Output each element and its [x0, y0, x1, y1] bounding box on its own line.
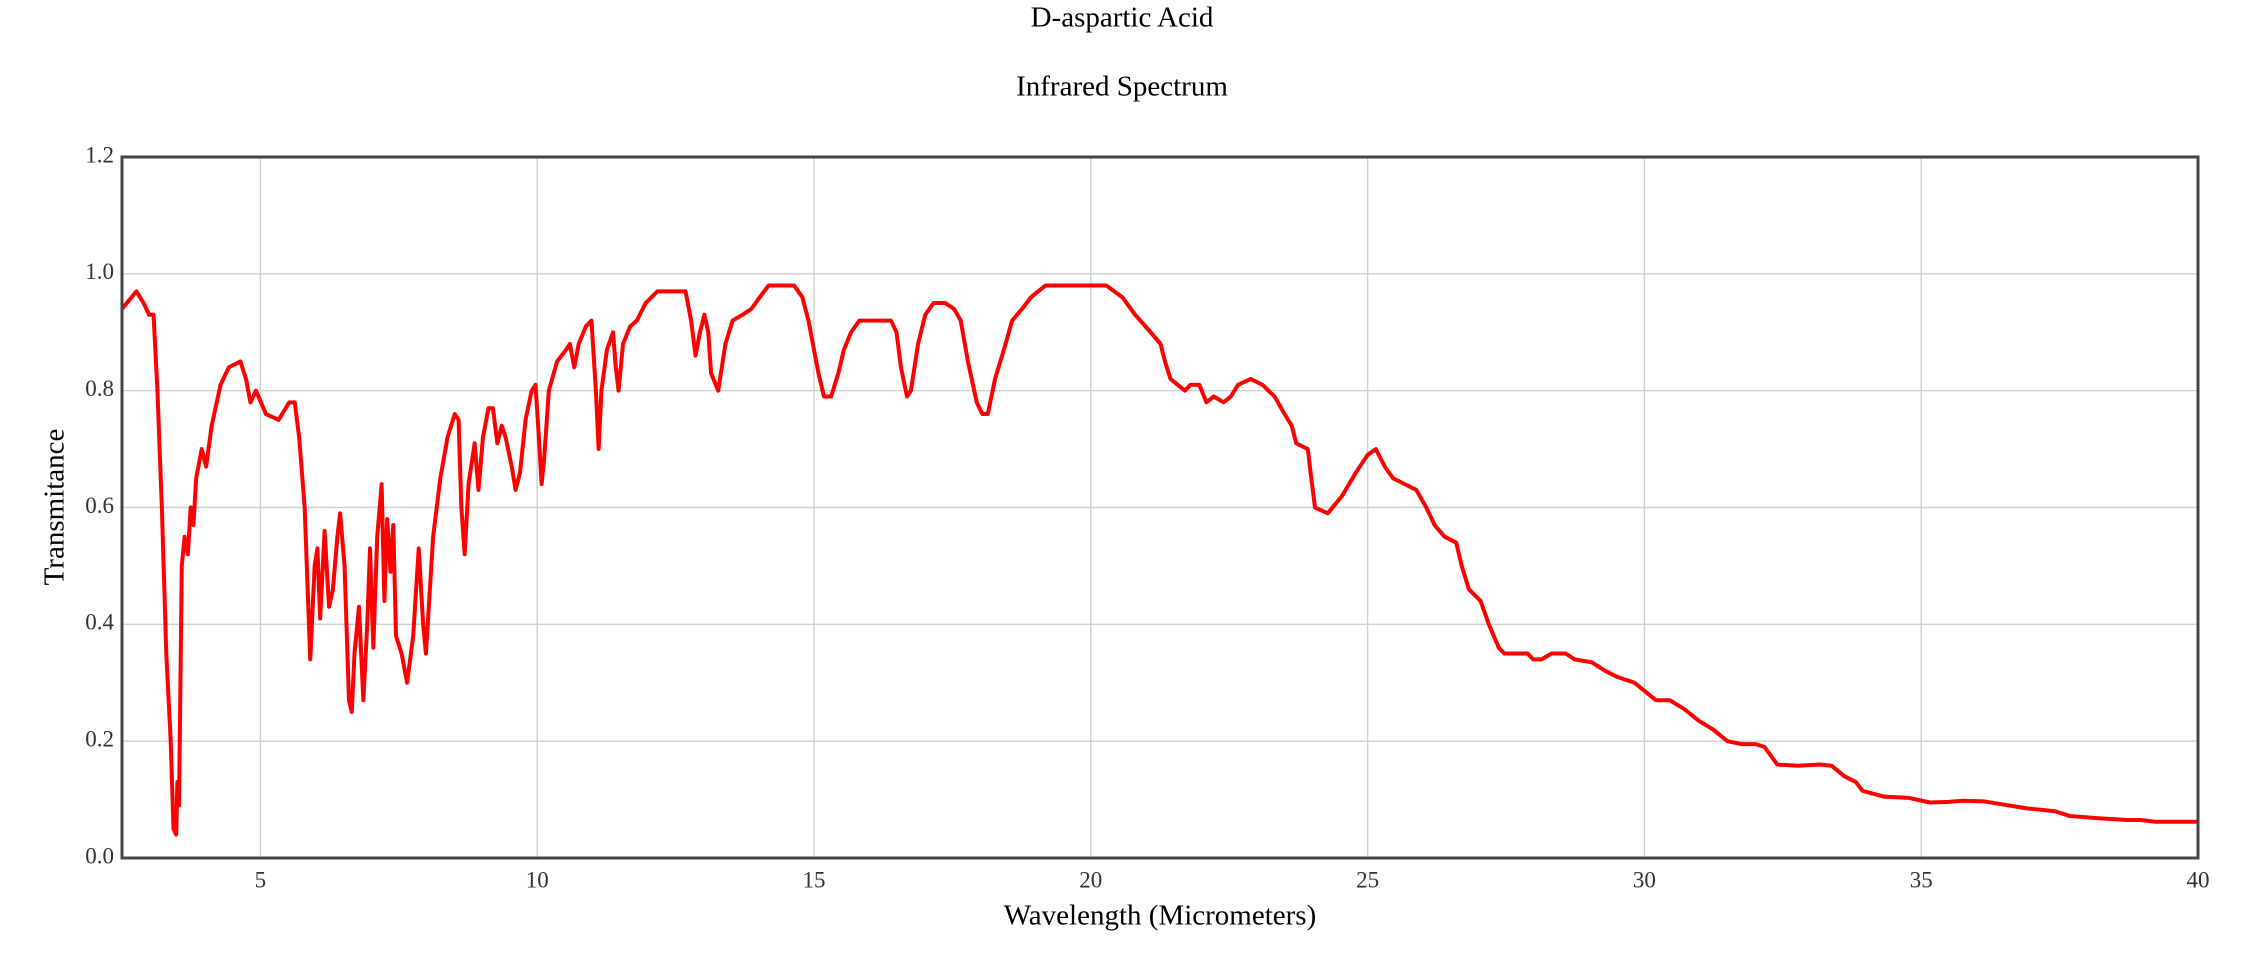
y-tick-label: 0.4 [85, 610, 114, 635]
x-tick-label: 10 [526, 867, 549, 892]
x-tick-label: 25 [1356, 867, 1379, 892]
x-tick-label: 30 [1633, 867, 1656, 892]
x-tick-label: 5 [255, 867, 267, 892]
y-tick-label: 0.0 [85, 843, 114, 868]
x-tick-label: 40 [2187, 867, 2210, 892]
y-axis-label: Transmitance [39, 429, 71, 586]
y-tick-label: 0.6 [85, 493, 114, 518]
y-tick-label: 1.2 [85, 142, 114, 167]
x-axis-label: Wavelength (Micrometers) [1004, 900, 1317, 932]
x-tick-label: 20 [1079, 867, 1102, 892]
chart-subtitle: Infrared Spectrum [1016, 71, 1228, 103]
y-tick-label: 0.8 [85, 376, 114, 401]
plot-frame [120, 155, 2200, 860]
chart-title: D-aspartic Acid [1031, 2, 1214, 34]
spectrum-line [120, 283, 2198, 837]
x-tick-label: 35 [1910, 867, 1933, 892]
x-tick-label: 15 [803, 867, 826, 892]
y-tick-label: 1.0 [85, 259, 114, 284]
y-tick-label: 0.2 [85, 726, 114, 751]
